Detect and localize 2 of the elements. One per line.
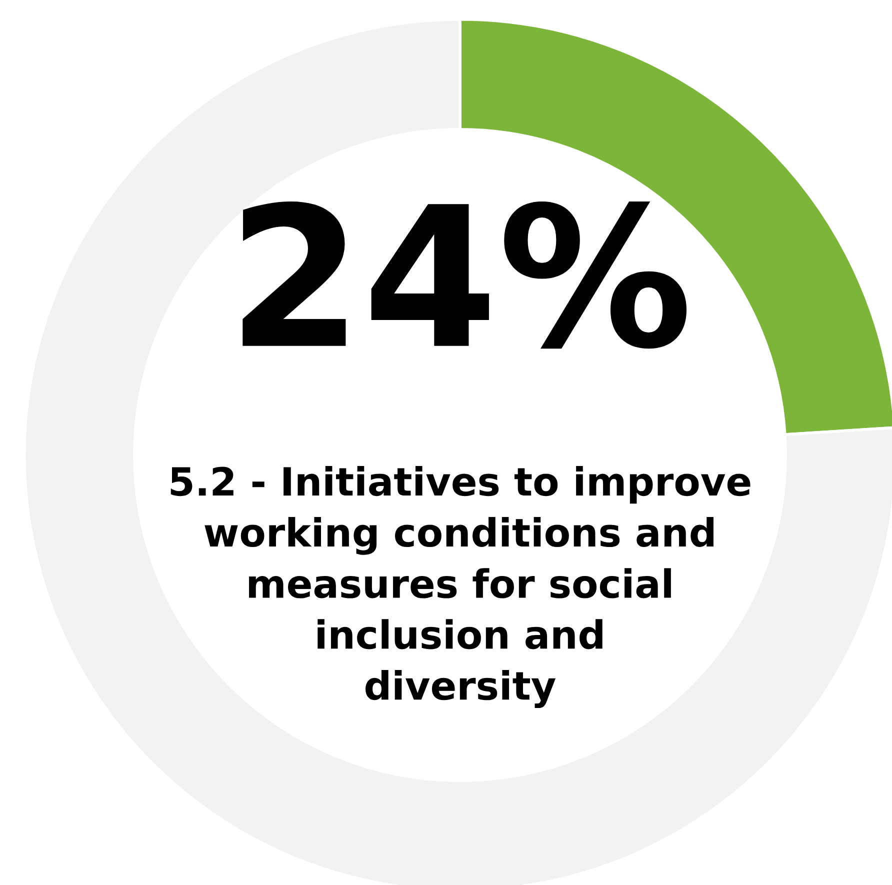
data-label: 24%: [242, 202, 687, 349]
text: 5.2 - Initiatives to improve working conditions and measures for social inclusion and diversity: [170, 466, 750, 708]
